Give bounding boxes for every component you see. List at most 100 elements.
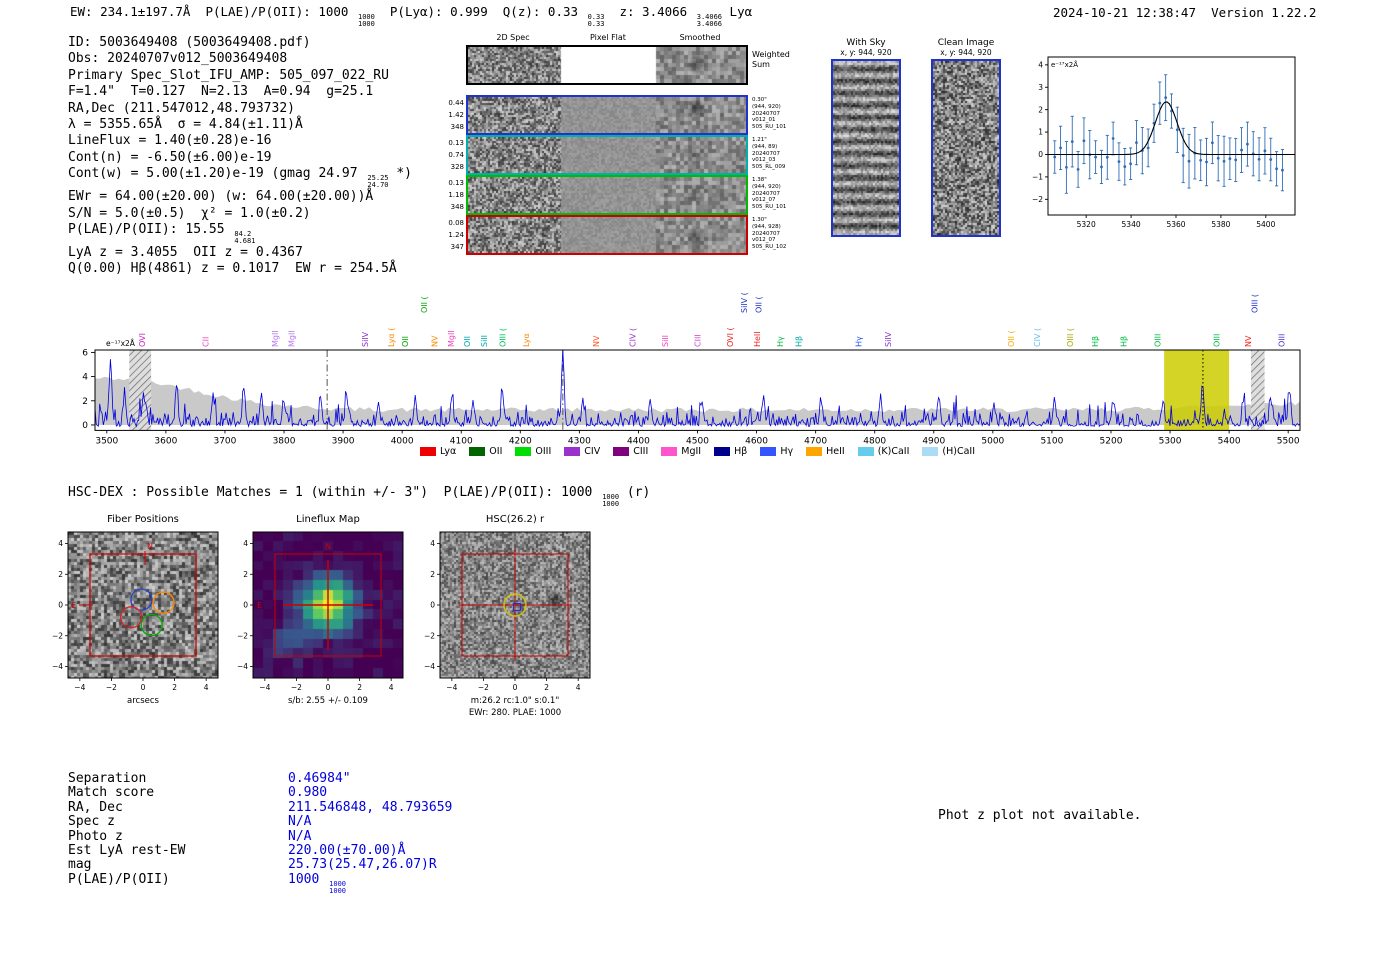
svg-text:−1: −1 bbox=[1032, 173, 1043, 182]
info-line-10: S/N = 5.0(±0.5) χ² = 1.0(±0.2) bbox=[68, 205, 311, 221]
svg-text:0: 0 bbox=[1038, 150, 1043, 159]
legend-item-OII: OII bbox=[469, 446, 502, 457]
match-properties-table: Separation 0.46984" Match score 0.980 RA, De… bbox=[68, 771, 453, 895]
svg-text:3500: 3500 bbox=[95, 436, 118, 446]
clean-image-noise-canvas bbox=[933, 61, 999, 235]
match-table-value: 220.00(±70.00)Å bbox=[288, 843, 406, 859]
svg-text:arcsecs: arcsecs bbox=[127, 696, 160, 706]
svg-text:2: 2 bbox=[243, 570, 248, 579]
svg-text:EWr: 280. PLAE: 1000: EWr: 280. PLAE: 1000 bbox=[469, 708, 561, 718]
spec2d-row-image bbox=[468, 217, 746, 253]
svg-text:3700: 3700 bbox=[213, 436, 236, 446]
svg-text:OVI (: OVI ( bbox=[726, 327, 735, 347]
info-line-4: RA,Dec (211.547012,48.793732) bbox=[68, 100, 295, 116]
svg-text:4: 4 bbox=[82, 373, 88, 383]
svg-text:SiIV: SiIV bbox=[361, 331, 370, 347]
svg-text:Lyα: Lyα bbox=[522, 333, 531, 347]
svg-text:s/b: 2.55 +/- 0.109: s/b: 2.55 +/- 0.109 bbox=[288, 696, 368, 706]
match-table-value: 211.546848, 48.793659 bbox=[288, 799, 453, 815]
detection-info-block: ID: 5003649408 (5003649408.pdf) Obs: 2024… bbox=[68, 35, 412, 278]
photz-note: Phot z plot not available. bbox=[938, 808, 1142, 823]
legend-label: HeII bbox=[826, 446, 845, 457]
svg-text:N: N bbox=[325, 542, 331, 551]
svg-text:6: 6 bbox=[82, 348, 88, 358]
info-line-2: Primary Spec_Slot_IFU_AMP: 505_097_022_R… bbox=[68, 67, 389, 83]
spec2d-row-annotation: 1.38" (944, 920) 20240707 v012_07 505_RU_101 bbox=[752, 177, 787, 211]
spec2d-row-image bbox=[468, 137, 746, 173]
svg-text:0: 0 bbox=[82, 421, 88, 431]
match-table-label: Match score bbox=[68, 785, 155, 801]
svg-text:0: 0 bbox=[326, 683, 331, 692]
legend-swatch bbox=[806, 447, 823, 456]
svg-text:Hγ: Hγ bbox=[776, 336, 785, 347]
svg-text:E: E bbox=[257, 601, 262, 610]
legend-label: Lyα bbox=[439, 446, 457, 457]
legend-swatch bbox=[613, 447, 630, 456]
match-table-row: Match score 0.980 bbox=[68, 785, 452, 801]
svg-text:MgII: MgII bbox=[271, 330, 280, 347]
info-line-9: EWr = 64.00(±20.00) (w: 64.00(±20.00))Å bbox=[68, 189, 374, 205]
svg-text:−2: −2 bbox=[52, 631, 63, 640]
svg-text:OIII (: OIII ( bbox=[1066, 328, 1075, 347]
line-fit-plot: −2 −1 0 1 2 3 4 5320 5340 5360 5380 5400 e⁻¹⁷x2Å bbox=[1032, 56, 1296, 229]
svg-text:4600: 4600 bbox=[745, 436, 768, 446]
svg-text:−2: −2 bbox=[1032, 195, 1043, 204]
cutout-title: HSC(26.2) r bbox=[485, 514, 545, 525]
match-table-value: 1000 1000 1000 bbox=[288, 871, 346, 895]
legend-item-HeII: HeII bbox=[806, 446, 845, 457]
svg-text:2: 2 bbox=[357, 683, 362, 692]
svg-text:OII (: OII ( bbox=[1007, 330, 1016, 347]
legend-label: MgII bbox=[681, 446, 702, 457]
info-line-11: P(LAE)/P(OII): 15.55 84.2 4.681 bbox=[68, 222, 256, 246]
svg-text:N: N bbox=[147, 542, 153, 551]
stacked-fraction: 3.4066 3.4066 bbox=[696, 13, 723, 28]
svg-text:m:26.2 rc:1.0" s:0.1": m:26.2 rc:1.0" s:0.1" bbox=[471, 696, 560, 706]
svg-text:OIII: OIII bbox=[1154, 334, 1163, 347]
svg-text:e⁻¹⁷x2Å: e⁻¹⁷x2Å bbox=[1051, 60, 1078, 69]
svg-text:HeII: HeII bbox=[753, 331, 762, 347]
svg-text:4000: 4000 bbox=[391, 436, 414, 446]
match-table-value: N/A bbox=[288, 814, 312, 830]
svg-text:2: 2 bbox=[430, 570, 435, 579]
svg-text:−4: −4 bbox=[424, 662, 435, 671]
legend-label: CIV bbox=[584, 446, 601, 457]
2d-spectra-panel: 2D Spec Pixel Flat Smoothed Weighted Sum 0.44… bbox=[448, 30, 811, 260]
svg-text:4: 4 bbox=[389, 683, 394, 692]
match-table-label: mag bbox=[68, 857, 92, 873]
stacked-fraction: 1000 1000 bbox=[329, 879, 346, 895]
legend-label: Hβ bbox=[734, 446, 748, 457]
full-spectrum-plot: 0 2 4 6 3500 3600 3700 3800 3900 4000 4100 4200 4300… bbox=[82, 292, 1301, 446]
svg-text:OIII (: OIII ( bbox=[1251, 294, 1260, 313]
legend-item-CIII: CIII bbox=[613, 446, 648, 457]
match-table-label: Photo z bbox=[68, 828, 123, 844]
spec2d-row-1 bbox=[466, 95, 748, 135]
info-line-13: Q(0.00) Hβ(4861) z = 0.1017 EW r = 254.5… bbox=[68, 261, 397, 277]
svg-text:4: 4 bbox=[1038, 60, 1043, 69]
match-table-row: Photo z N/A bbox=[68, 828, 452, 844]
legend-swatch bbox=[469, 447, 486, 456]
stacked-fraction: 1000 1000 bbox=[357, 13, 375, 28]
cutout-title: Fiber Positions bbox=[107, 514, 179, 525]
svg-text:OIII (: OIII ( bbox=[499, 328, 508, 347]
svg-text:SiII: SiII bbox=[661, 335, 670, 347]
svg-text:MgII: MgII bbox=[288, 330, 297, 347]
match-table-row: Spec z N/A bbox=[68, 814, 452, 830]
info-line-0: ID: 5003649408 (5003649408.pdf) bbox=[68, 35, 311, 50]
spec2d-column-header: Smoothed bbox=[679, 33, 721, 42]
spec2d-row-4 bbox=[466, 215, 748, 255]
svg-text:4200: 4200 bbox=[509, 436, 532, 446]
svg-text:−4: −4 bbox=[74, 683, 85, 692]
svg-text:SiIV (: SiIV ( bbox=[740, 292, 749, 313]
with-sky-image bbox=[831, 59, 901, 237]
legend-swatch bbox=[515, 447, 532, 456]
match-table-row: mag 25.73(25.47,26.07)R bbox=[68, 857, 452, 873]
svg-text:5200: 5200 bbox=[1100, 436, 1123, 446]
legend-item-MgII: MgII bbox=[661, 446, 701, 457]
spec2d-row-image bbox=[468, 97, 746, 133]
svg-text:2: 2 bbox=[544, 683, 549, 692]
legend-item-Lyα: Lyα bbox=[419, 446, 457, 457]
svg-text:CIV (: CIV ( bbox=[629, 328, 638, 347]
svg-text:SiII: SiII bbox=[480, 335, 489, 347]
svg-text:0: 0 bbox=[141, 683, 146, 692]
svg-text:4: 4 bbox=[204, 683, 209, 692]
